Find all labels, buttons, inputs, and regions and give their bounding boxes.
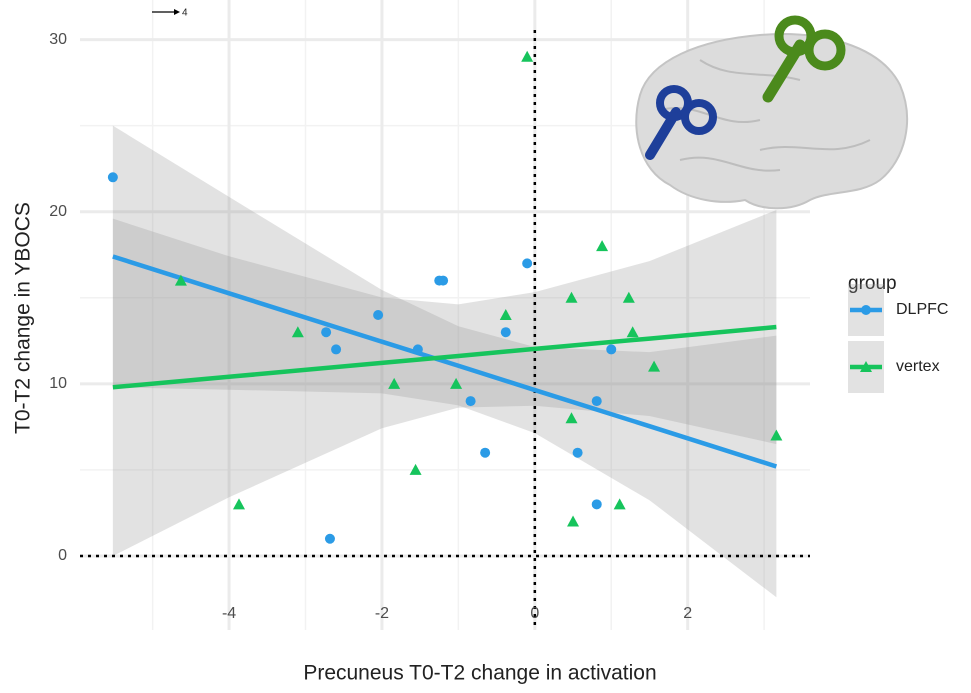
point	[413, 344, 423, 354]
point	[567, 516, 579, 527]
point	[614, 498, 626, 509]
point	[373, 310, 383, 320]
point	[596, 240, 608, 251]
point	[480, 448, 490, 458]
point	[233, 498, 245, 509]
y-tick-label: 0	[58, 547, 67, 564]
point	[521, 51, 533, 62]
point	[606, 344, 616, 354]
point	[522, 258, 532, 268]
annotation-arrowhead	[174, 9, 180, 15]
point	[501, 327, 511, 337]
point	[592, 499, 602, 509]
y-axis-title: T0-T2 change in YBOCS	[12, 202, 35, 434]
point	[108, 172, 118, 182]
legend-label: DLPFC	[896, 301, 948, 318]
legend-marker	[861, 305, 871, 315]
brain-illustration	[636, 20, 907, 208]
point	[592, 396, 602, 406]
point	[573, 448, 583, 458]
x-tick-label: -4	[222, 605, 236, 622]
y-tick-label: 10	[49, 375, 67, 392]
annotation: 4	[182, 8, 188, 19]
point	[321, 327, 331, 337]
x-tick-label: 2	[683, 605, 692, 622]
x-axis-title: Precuneus T0-T2 change in activation	[303, 662, 656, 685]
point	[331, 344, 341, 354]
x-tick-label: -2	[375, 605, 389, 622]
point	[325, 534, 335, 544]
point	[466, 396, 476, 406]
legend-label: vertex	[896, 358, 940, 375]
x-tick-label: 0	[530, 605, 539, 622]
point	[438, 276, 448, 286]
chart: 4 Precuneus T0-T2 change in activation T…	[0, 0, 971, 688]
y-tick-label: 30	[49, 31, 67, 48]
y-tick-label: 20	[49, 203, 67, 220]
